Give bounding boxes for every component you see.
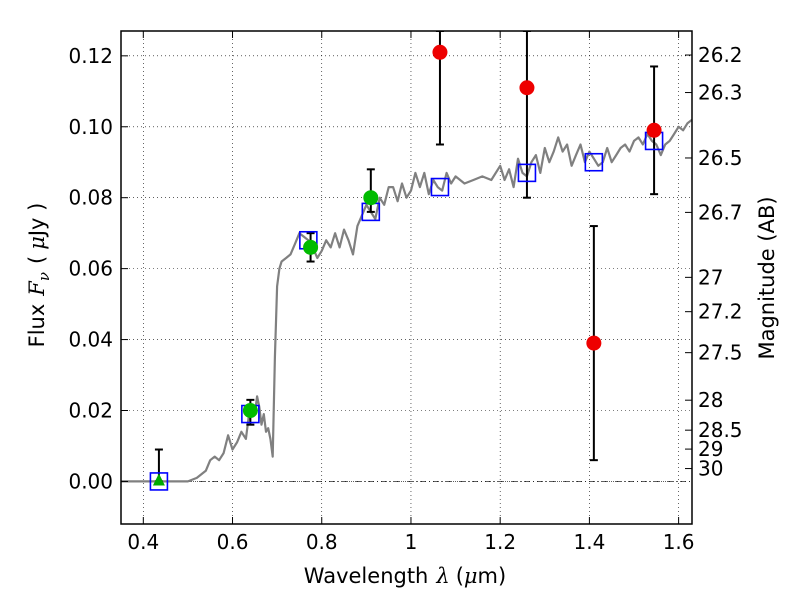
- y2-tick-label: 29: [698, 437, 723, 461]
- error-bar: [522, 31, 531, 199]
- y2-tick-label: 26.3: [698, 81, 743, 105]
- y-tick-label: 0.08: [68, 186, 113, 210]
- model-photometry-square: [517, 163, 537, 183]
- x-tick-label: 1.6: [663, 530, 695, 554]
- y2-tick-label: 26.5: [698, 146, 743, 170]
- x-tick-label: 1.4: [573, 530, 605, 554]
- plot-area: [121, 31, 692, 491]
- y-tick-label: 0.06: [68, 257, 113, 281]
- observed-point: [363, 190, 379, 206]
- y-tick-label: 0.10: [68, 115, 113, 139]
- model-photometry-square: [430, 177, 450, 197]
- observed-point: [242, 403, 258, 419]
- y2-axis-label: Magnitude (AB): [755, 196, 779, 359]
- y-axis-label: FluxFν(μJy ): [25, 203, 53, 348]
- observed-points: [152, 44, 662, 486]
- y2-tick-label: 30: [698, 457, 723, 481]
- observed-point: [586, 335, 602, 351]
- y-tick-label: 0.04: [68, 328, 113, 352]
- y2-tick-label: 27.2: [698, 300, 743, 324]
- observed-point: [646, 122, 662, 138]
- y2-tick-label: 27: [698, 265, 723, 289]
- y2-tick-label: 26.7: [698, 200, 743, 224]
- x-tick-label: 0.4: [127, 530, 159, 554]
- model-spectrum-line: [121, 118, 692, 483]
- x-tick-label: 0.6: [217, 530, 249, 554]
- x-tick-label: 1: [405, 530, 418, 554]
- x-tick-label: 1.2: [484, 530, 516, 554]
- y-tick-label: 0.02: [68, 399, 113, 423]
- y2-tick-label: 28: [698, 388, 723, 412]
- y2-tick-label: 28.5: [698, 418, 743, 442]
- y-tick-label: 0.00: [68, 469, 113, 493]
- model-photometry-square: [584, 152, 604, 172]
- x-axis-label: Wavelength λ (μm): [304, 564, 506, 588]
- tick-labels: 0.4 0.6 0.8 1 1.2 1.4 1.6 0.00 0.02 0.04 0.06 0.08 0…: [68, 43, 742, 554]
- y2-tick-label: 27.5: [698, 341, 743, 365]
- x-tick-label: 0.8: [306, 530, 338, 554]
- observed-point: [432, 44, 448, 60]
- model-photometry-square: [149, 472, 169, 491]
- upper-limit-triangle: [152, 473, 165, 486]
- observed-point: [519, 80, 535, 96]
- y-tick-label: 0.12: [68, 44, 113, 68]
- y2-tick-label: 26.2: [698, 43, 743, 67]
- axis-ticks: [121, 31, 692, 524]
- observed-point: [303, 239, 319, 255]
